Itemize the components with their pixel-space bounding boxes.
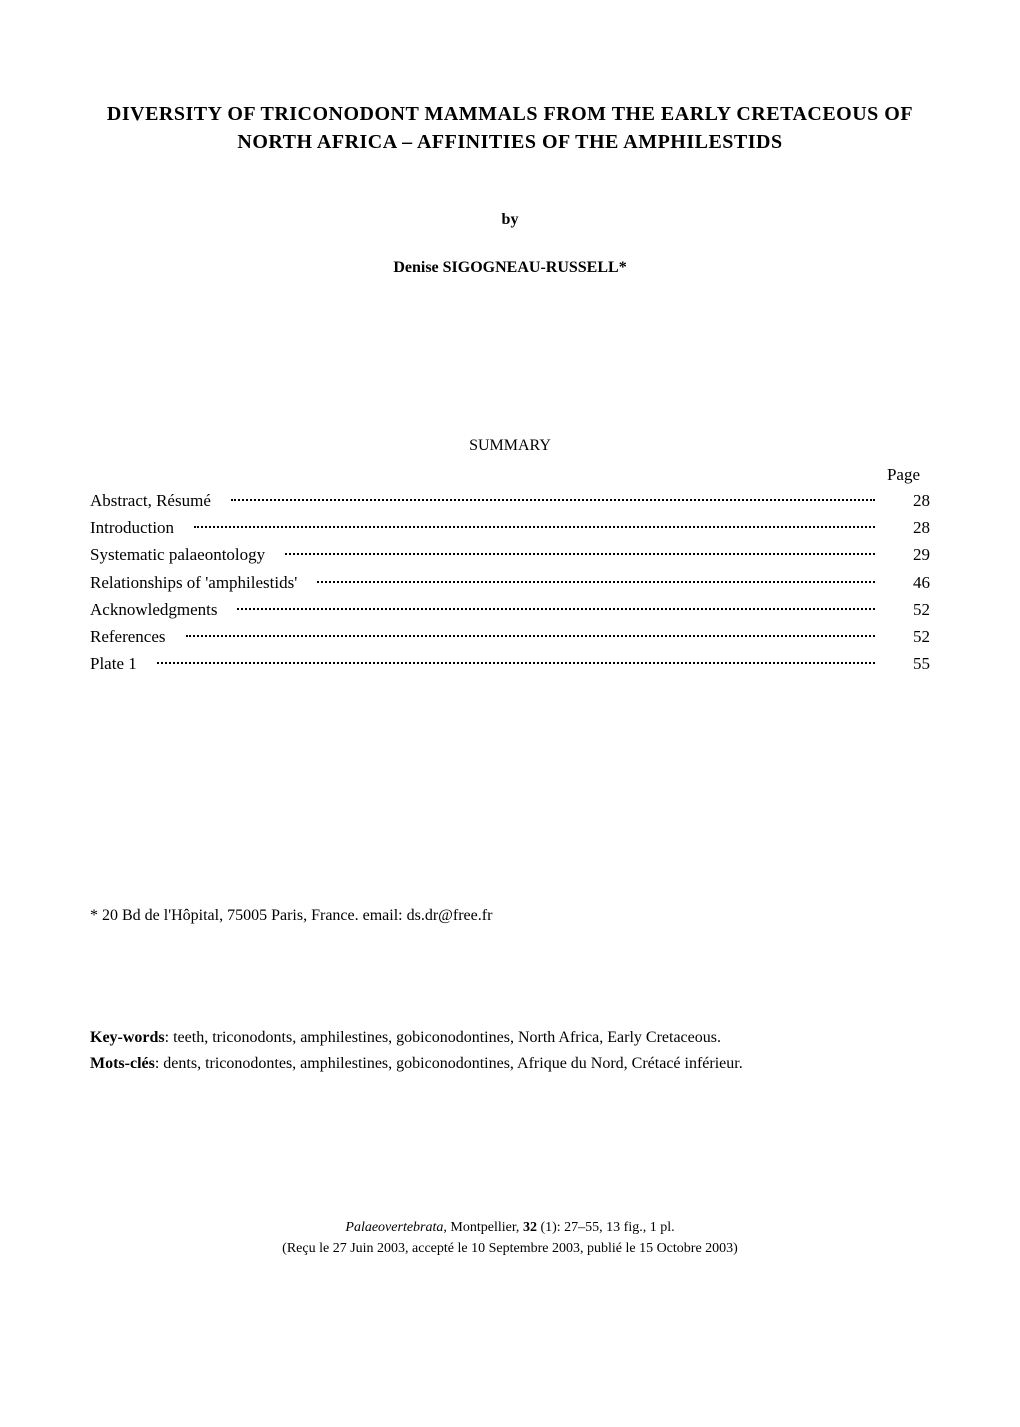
toc-page: 29 bbox=[900, 541, 930, 568]
toc-dots bbox=[157, 662, 875, 664]
keywords-en-label: Key-words bbox=[90, 1029, 165, 1046]
citation-line-1: Palaeovertebrata, Montpellier, 32 (1): 2… bbox=[90, 1217, 930, 1238]
toc-dots bbox=[194, 526, 875, 528]
keywords-english: Key-words: teeth, triconodonts, amphiles… bbox=[90, 1025, 930, 1051]
citation-block: Palaeovertebrata, Montpellier, 32 (1): 2… bbox=[90, 1217, 930, 1259]
citation-dates: (Reçu le 27 Juin 2003, accepté le 10 Sep… bbox=[90, 1238, 930, 1259]
keywords-fr-label: Mots-clés bbox=[90, 1055, 155, 1072]
toc-entry: Plate 1 55 bbox=[90, 650, 930, 677]
toc-page: 28 bbox=[900, 487, 930, 514]
author-affiliation: * 20 Bd de l'Hôpital, 75005 Paris, Franc… bbox=[90, 907, 930, 925]
keywords-fr-text: : dents, triconodontes, amphilestines, g… bbox=[155, 1055, 743, 1072]
author-name: Denise SIGOGNEAU-RUSSELL* bbox=[90, 259, 930, 277]
toc-dots bbox=[317, 581, 875, 583]
keywords-section: Key-words: teeth, triconodonts, amphiles… bbox=[90, 1025, 930, 1076]
toc-entry: Systematic palaeontology 29 bbox=[90, 541, 930, 568]
toc-label: Acknowledgments bbox=[90, 596, 237, 623]
toc-dots bbox=[186, 635, 875, 637]
toc-dots bbox=[231, 499, 875, 501]
toc-entry: Relationships of 'amphilestids' 46 bbox=[90, 569, 930, 596]
toc-label: Systematic palaeontology bbox=[90, 541, 285, 568]
toc-entry: Acknowledgments 52 bbox=[90, 596, 930, 623]
toc-entry: References 52 bbox=[90, 623, 930, 650]
toc-label: Relationships of 'amphilestids' bbox=[90, 569, 317, 596]
paper-title: DIVERSITY OF TRICONODONT MAMMALS FROM TH… bbox=[90, 100, 930, 156]
keywords-french: Mots-clés: dents, triconodontes, amphile… bbox=[90, 1051, 930, 1077]
toc-page: 52 bbox=[900, 623, 930, 650]
toc-page: 28 bbox=[900, 514, 930, 541]
toc-page: 52 bbox=[900, 596, 930, 623]
citation-location: , Montpellier, bbox=[443, 1220, 523, 1235]
toc-page: 55 bbox=[900, 650, 930, 677]
citation-volume: 32 bbox=[523, 1220, 537, 1235]
summary-heading: SUMMARY bbox=[90, 437, 930, 455]
toc-label: Plate 1 bbox=[90, 650, 157, 677]
toc-entry: Abstract, Résumé 28 bbox=[90, 487, 930, 514]
toc-label: References bbox=[90, 623, 186, 650]
toc-dots bbox=[237, 608, 875, 610]
journal-name: Palaeovertebrata bbox=[345, 1220, 443, 1235]
toc-dots bbox=[285, 553, 875, 555]
toc-entry: Introduction 28 bbox=[90, 514, 930, 541]
keywords-en-text: : teeth, triconodonts, amphilestines, go… bbox=[165, 1029, 721, 1046]
table-of-contents: Abstract, Résumé 28 Introduction 28 Syst… bbox=[90, 487, 930, 677]
citation-issue-pages: (1): 27–55, 13 fig., 1 pl. bbox=[537, 1220, 675, 1235]
page-column-label: Page bbox=[90, 465, 930, 485]
toc-label: Introduction bbox=[90, 514, 194, 541]
by-label: by bbox=[90, 211, 930, 229]
toc-page: 46 bbox=[900, 569, 930, 596]
toc-label: Abstract, Résumé bbox=[90, 487, 231, 514]
